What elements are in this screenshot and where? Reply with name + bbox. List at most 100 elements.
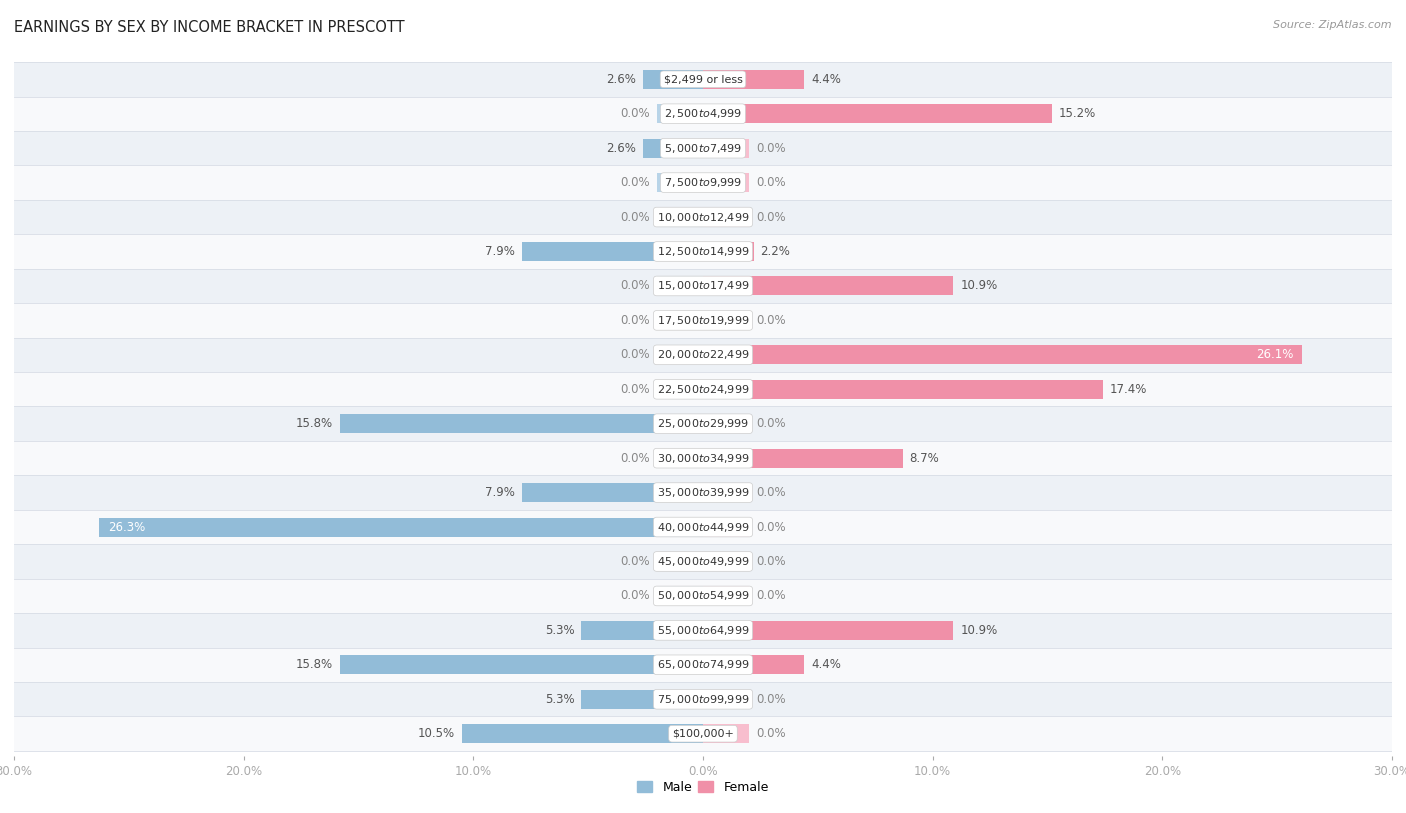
Bar <box>14 97 1392 131</box>
Text: $22,500 to $24,999: $22,500 to $24,999 <box>657 383 749 396</box>
Bar <box>703 586 749 606</box>
Bar <box>703 655 804 674</box>
Bar <box>14 234 1392 269</box>
Text: $7,500 to $9,999: $7,500 to $9,999 <box>664 176 742 189</box>
Bar <box>14 544 1392 579</box>
Bar <box>14 613 1392 648</box>
Bar <box>657 173 703 192</box>
Text: 0.0%: 0.0% <box>756 314 786 327</box>
Bar <box>703 724 749 743</box>
Text: 2.6%: 2.6% <box>606 73 637 86</box>
Text: 15.2%: 15.2% <box>1059 107 1097 120</box>
Bar <box>657 207 703 227</box>
Bar <box>703 380 1102 398</box>
Bar <box>703 207 749 227</box>
Bar <box>703 139 749 158</box>
Text: $40,000 to $44,999: $40,000 to $44,999 <box>657 520 749 533</box>
Text: 5.3%: 5.3% <box>544 624 575 637</box>
Text: 0.0%: 0.0% <box>620 176 650 189</box>
Text: 2.6%: 2.6% <box>606 141 637 154</box>
Bar <box>14 269 1392 303</box>
Bar <box>522 483 703 502</box>
Bar <box>581 689 703 709</box>
Text: $75,000 to $99,999: $75,000 to $99,999 <box>657 693 749 706</box>
Text: 0.0%: 0.0% <box>620 211 650 224</box>
Bar <box>644 139 703 158</box>
Text: 10.5%: 10.5% <box>418 727 456 740</box>
Bar <box>703 415 749 433</box>
Bar <box>14 441 1392 476</box>
Text: $2,499 or less: $2,499 or less <box>664 74 742 85</box>
Text: $30,000 to $34,999: $30,000 to $34,999 <box>657 452 749 465</box>
Text: $5,000 to $7,499: $5,000 to $7,499 <box>664 141 742 154</box>
Bar <box>703 70 804 89</box>
Bar <box>14 62 1392 97</box>
Text: 0.0%: 0.0% <box>756 520 786 533</box>
Bar <box>703 449 903 467</box>
Text: Source: ZipAtlas.com: Source: ZipAtlas.com <box>1274 20 1392 30</box>
Text: 0.0%: 0.0% <box>620 589 650 602</box>
Text: $2,500 to $4,999: $2,500 to $4,999 <box>664 107 742 120</box>
Text: 2.2%: 2.2% <box>761 245 790 258</box>
Text: 5.3%: 5.3% <box>544 693 575 706</box>
Text: $15,000 to $17,499: $15,000 to $17,499 <box>657 280 749 293</box>
Text: 26.3%: 26.3% <box>108 520 145 533</box>
Text: 0.0%: 0.0% <box>620 314 650 327</box>
Text: 15.8%: 15.8% <box>297 659 333 672</box>
Bar <box>703 689 749 709</box>
Text: $10,000 to $12,499: $10,000 to $12,499 <box>657 211 749 224</box>
Bar <box>657 276 703 295</box>
Text: 4.4%: 4.4% <box>811 73 841 86</box>
Bar <box>644 70 703 89</box>
Text: 17.4%: 17.4% <box>1109 383 1147 396</box>
Text: 0.0%: 0.0% <box>620 383 650 396</box>
Bar <box>703 311 749 330</box>
Bar <box>657 346 703 364</box>
Text: 0.0%: 0.0% <box>756 727 786 740</box>
Text: 0.0%: 0.0% <box>620 555 650 568</box>
Text: $17,500 to $19,999: $17,500 to $19,999 <box>657 314 749 327</box>
Text: $45,000 to $49,999: $45,000 to $49,999 <box>657 555 749 568</box>
Bar <box>340 415 703 433</box>
Text: 0.0%: 0.0% <box>620 348 650 361</box>
Text: 8.7%: 8.7% <box>910 452 939 465</box>
Bar <box>581 621 703 640</box>
Bar <box>14 165 1392 200</box>
Bar <box>98 518 703 537</box>
Bar <box>14 648 1392 682</box>
Text: 15.8%: 15.8% <box>297 417 333 430</box>
Text: $25,000 to $29,999: $25,000 to $29,999 <box>657 417 749 430</box>
Text: $12,500 to $14,999: $12,500 to $14,999 <box>657 245 749 258</box>
Text: $65,000 to $74,999: $65,000 to $74,999 <box>657 659 749 672</box>
Bar <box>703 346 1302 364</box>
Bar <box>14 476 1392 510</box>
Text: 0.0%: 0.0% <box>756 417 786 430</box>
Text: 0.0%: 0.0% <box>756 486 786 499</box>
Text: 0.0%: 0.0% <box>620 280 650 293</box>
Text: 0.0%: 0.0% <box>756 211 786 224</box>
Text: 26.1%: 26.1% <box>1256 348 1294 361</box>
Text: $20,000 to $22,499: $20,000 to $22,499 <box>657 348 749 361</box>
Text: 7.9%: 7.9% <box>485 486 515 499</box>
Bar <box>14 200 1392 234</box>
Bar <box>703 483 749 502</box>
Bar <box>14 682 1392 716</box>
Bar <box>703 276 953 295</box>
Text: 0.0%: 0.0% <box>756 589 786 602</box>
Text: 10.9%: 10.9% <box>960 624 997 637</box>
Bar <box>703 104 1052 124</box>
Bar <box>14 372 1392 406</box>
Text: $50,000 to $54,999: $50,000 to $54,999 <box>657 589 749 602</box>
Bar <box>14 406 1392 441</box>
Text: 4.4%: 4.4% <box>811 659 841 672</box>
Bar <box>657 104 703 124</box>
Text: $55,000 to $64,999: $55,000 to $64,999 <box>657 624 749 637</box>
Text: 0.0%: 0.0% <box>756 555 786 568</box>
Bar <box>14 337 1392 372</box>
Bar <box>657 311 703 330</box>
Bar <box>522 242 703 261</box>
Text: 7.9%: 7.9% <box>485 245 515 258</box>
Text: 0.0%: 0.0% <box>756 693 786 706</box>
Text: EARNINGS BY SEX BY INCOME BRACKET IN PRESCOTT: EARNINGS BY SEX BY INCOME BRACKET IN PRE… <box>14 20 405 35</box>
Bar <box>14 579 1392 613</box>
